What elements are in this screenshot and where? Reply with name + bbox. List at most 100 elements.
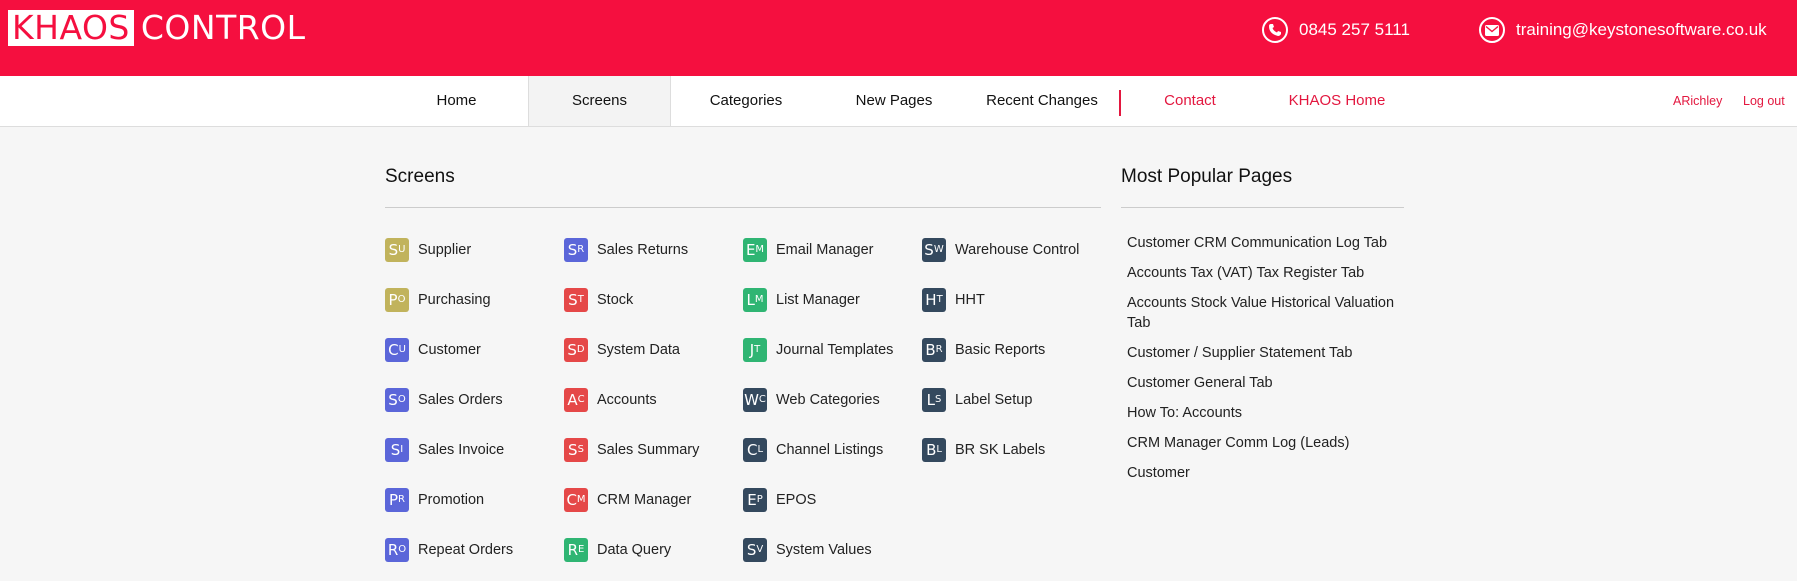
- screen-item-repeat-orders[interactable]: R O Repeat Orders: [385, 538, 513, 562]
- screen-item-label: Sales Summary: [597, 442, 700, 458]
- popular-page-link[interactable]: Customer General Tab: [1127, 375, 1273, 391]
- screen-item-label: Sales Returns: [597, 242, 689, 258]
- popular-page-link[interactable]: Customer: [1127, 465, 1190, 481]
- screen-item-warehouse-control[interactable]: S W Warehouse Control: [922, 238, 1079, 262]
- screen-item-web-categories[interactable]: W C Web Categories: [743, 388, 880, 412]
- screen-item-label: Sales Invoice: [418, 442, 505, 458]
- screen-item-crm-manager[interactable]: C M CRM Manager: [564, 488, 691, 512]
- envelope-icon: [1479, 17, 1505, 43]
- email-contact[interactable]: training@keystonesoftware.co.uk: [1479, 17, 1767, 43]
- screen-item-label: Accounts: [597, 392, 657, 408]
- phone-number: 0845 257 5111: [1299, 20, 1410, 39]
- screen-item-stock[interactable]: S T Stock: [564, 288, 633, 312]
- phone-contact[interactable]: 0845 257 5111: [1262, 17, 1410, 43]
- screen-item-label: System Data: [597, 342, 680, 358]
- phone-icon: [1262, 17, 1288, 43]
- nav-categories[interactable]: Categories: [709, 92, 783, 109]
- screen-item-label: Web Categories: [776, 392, 880, 408]
- nav-khaos-home[interactable]: KHAOS Home: [1288, 92, 1386, 109]
- screen-item-basic-reports[interactable]: B R Basic Reports: [922, 338, 1045, 362]
- screen-item-email-manager[interactable]: E M Email Manager: [743, 238, 874, 262]
- screen-item-label: Warehouse Control: [955, 242, 1080, 258]
- screen-item-purchasing[interactable]: P O Purchasing: [385, 288, 491, 312]
- screen-item-promotion[interactable]: P R Promotion: [385, 488, 484, 512]
- screen-item-label: Data Query: [597, 542, 672, 558]
- screen-item-label: Basic Reports: [955, 342, 1046, 358]
- screen-item-label: Promotion: [418, 492, 485, 508]
- screen-item-br-sk-labels[interactable]: B L BR SK Labels: [922, 438, 1045, 462]
- nav-new-pages[interactable]: New Pages: [855, 92, 933, 109]
- khaos-control-logo[interactable]: KHAOS CONTROL: [8, 10, 306, 46]
- screen-item-journal-templates[interactable]: J T Journal Templates: [743, 338, 893, 362]
- screen-item-sales-summary[interactable]: S S Sales Summary: [564, 438, 699, 462]
- screen-item-label: Journal Templates: [776, 342, 894, 358]
- screen-item-label: Channel Listings: [776, 442, 884, 458]
- popular-heading: Most Popular Pages: [1121, 166, 1293, 187]
- screen-item-channel-listings[interactable]: C L Channel Listings: [743, 438, 883, 462]
- popular-page-link[interactable]: How To: Accounts: [1127, 405, 1242, 421]
- screen-item-label: Email Manager: [776, 242, 874, 258]
- screen-item-label: System Values: [776, 542, 872, 558]
- logo-box: KHAOS: [8, 10, 134, 46]
- popular-page-link[interactable]: CRM Manager Comm Log (Leads): [1127, 435, 1350, 451]
- screen-item-label: Customer: [418, 342, 481, 358]
- screen-item-system-values[interactable]: S V System Values: [743, 538, 872, 562]
- nav-divider: [1119, 90, 1121, 116]
- screen-item-data-query[interactable]: R E Data Query: [564, 538, 671, 562]
- screen-item-customer[interactable]: C U Customer: [385, 338, 481, 362]
- popular-page-link[interactable]: Accounts Tax (VAT) Tax Register Tab: [1127, 265, 1365, 281]
- screen-item-sales-orders[interactable]: S O Sales Orders: [385, 388, 503, 412]
- screen-item-epos[interactable]: E P EPOS: [743, 488, 816, 512]
- popular-page-link[interactable]: Customer CRM Communication Log Tab: [1127, 235, 1388, 251]
- nav-screens[interactable]: Screens: [528, 76, 671, 126]
- screen-item-label: Purchasing: [418, 292, 491, 308]
- screen-item-hht[interactable]: H T HHT: [922, 288, 985, 312]
- screen-item-label: Sales Orders: [418, 392, 503, 408]
- popular-divider: [1121, 207, 1404, 208]
- screen-item-accounts[interactable]: A C Accounts: [564, 388, 657, 412]
- popular-page-link[interactable]: Accounts Stock Value Historical Valuatio…: [1127, 295, 1395, 331]
- user-link[interactable]: ARichley: [1673, 94, 1723, 108]
- screen-item-label: CRM Manager: [597, 492, 692, 508]
- logo-text: CONTROL: [140, 8, 306, 47]
- screen-item-list-manager[interactable]: L M List Manager: [743, 288, 860, 312]
- screen-item-sales-returns[interactable]: S R Sales Returns: [564, 238, 688, 262]
- email-address: training@keystonesoftware.co.uk: [1516, 20, 1767, 39]
- screens-heading: Screens: [385, 166, 455, 187]
- nav-home[interactable]: Home: [436, 92, 477, 109]
- screen-item-label: HHT: [955, 292, 985, 308]
- screen-item-label: Stock: [597, 292, 634, 308]
- screen-item-system-data[interactable]: S D System Data: [564, 338, 680, 362]
- nav-contact[interactable]: Contact: [1164, 92, 1216, 109]
- screen-item-sales-invoice[interactable]: S I Sales Invoice: [385, 438, 504, 462]
- nav-recent-changes[interactable]: Recent Changes: [986, 92, 1098, 109]
- screen-item-label: List Manager: [776, 292, 860, 308]
- screen-item-label: Label Setup: [955, 392, 1033, 408]
- popular-page-link[interactable]: Customer / Supplier Statement Tab: [1127, 345, 1353, 361]
- logout-link[interactable]: Log out: [1743, 94, 1785, 108]
- screen-item-supplier[interactable]: S U Supplier: [385, 238, 471, 262]
- screen-item-label-setup[interactable]: L S Label Setup: [922, 388, 1032, 412]
